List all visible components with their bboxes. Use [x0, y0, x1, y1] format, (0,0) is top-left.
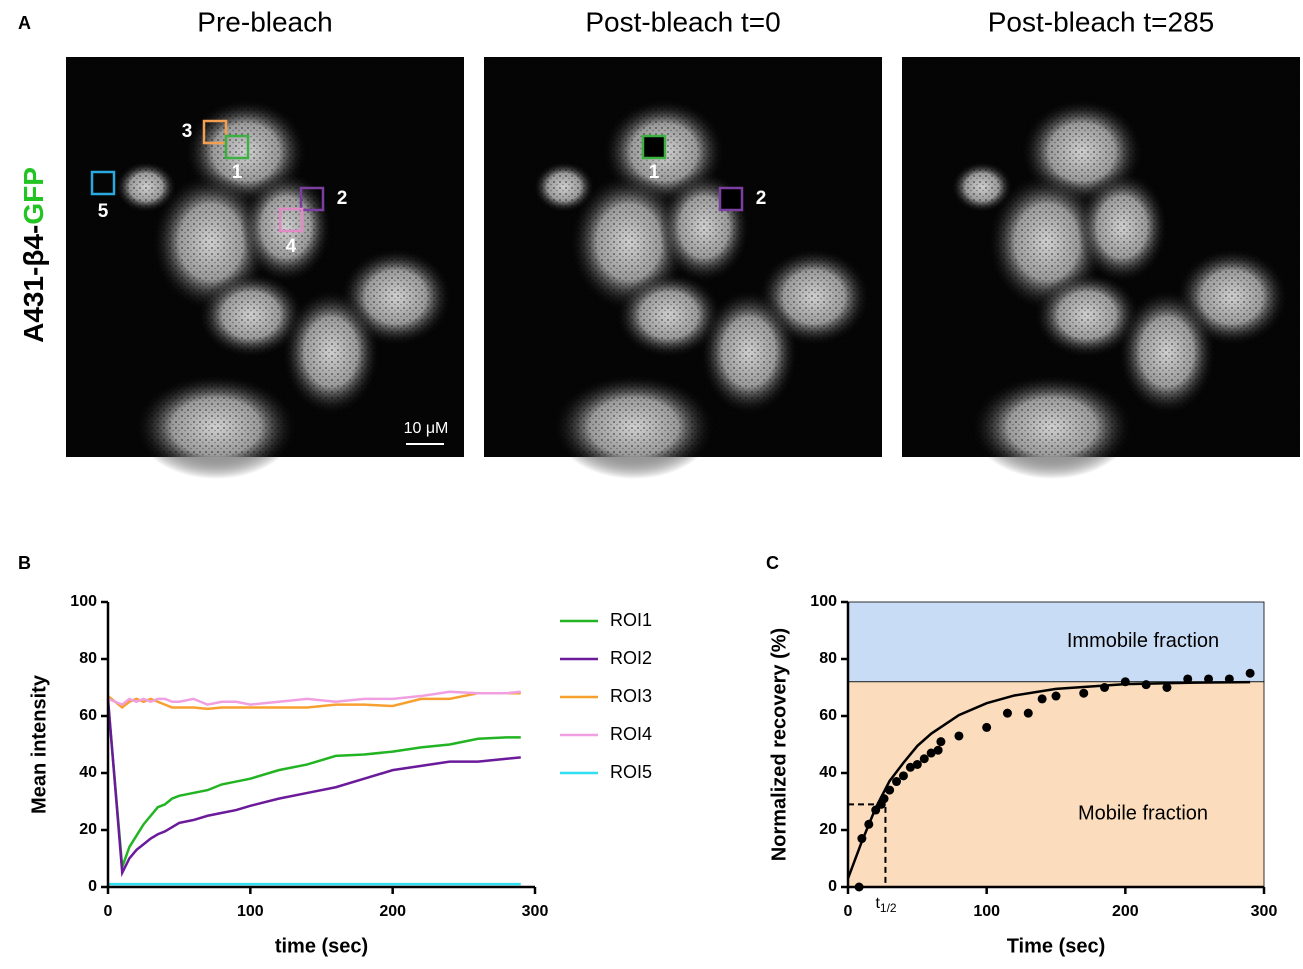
data-point	[1037, 694, 1047, 704]
data-point	[1224, 674, 1234, 684]
y-tick-label: 80	[819, 650, 837, 667]
scale-bar-label: 10 μM	[404, 420, 449, 437]
roi-box	[90, 170, 116, 196]
panel-letter: C	[766, 553, 779, 573]
x-tick-label: 200	[1112, 903, 1139, 920]
t-half-guide	[848, 803, 887, 887]
data-point	[1183, 674, 1193, 684]
x-tick-label: 100	[237, 903, 264, 920]
series-line	[107, 690, 521, 707]
y-tick-label: 100	[810, 593, 837, 610]
data-point	[871, 805, 881, 815]
roi-label: 2	[756, 188, 767, 209]
x-axis-label: Time (sec)	[1007, 935, 1106, 957]
data-point	[982, 722, 992, 732]
data-point	[936, 737, 946, 747]
roi-label: 5	[98, 201, 109, 222]
data-point	[864, 819, 874, 829]
image-title: Post-bleach t=0	[585, 6, 780, 37]
texture	[902, 57, 1300, 457]
region-label: Mobile fraction	[1078, 803, 1208, 825]
x-tick-label: 200	[379, 903, 406, 920]
data-point	[912, 759, 922, 769]
x-tick-label: 100	[973, 903, 1000, 920]
y-axis-label: Mean intensity	[28, 674, 50, 814]
roi-box	[641, 134, 667, 160]
y-tick-label: 60	[819, 707, 837, 724]
data-point	[1023, 708, 1033, 718]
texture	[66, 57, 464, 457]
data-point	[892, 777, 902, 787]
y-tick-label: 0	[828, 878, 837, 895]
texture	[484, 57, 882, 457]
data-point	[1002, 708, 1012, 718]
label-part: GFP	[18, 167, 49, 225]
roi-box	[299, 186, 325, 212]
x-tick-label: 0	[844, 903, 853, 920]
y-tick-label: 20	[819, 821, 837, 838]
t-half-sub: 1/2	[880, 901, 897, 915]
x-tick-label: 0	[104, 903, 113, 920]
legend-label: ROI4	[610, 724, 652, 744]
roi-box	[718, 186, 744, 212]
series-line	[107, 691, 521, 711]
label-part: A431-β4-	[18, 225, 49, 343]
fraction-region	[847, 601, 1265, 683]
x-axis-label: time (sec)	[275, 935, 368, 957]
legend-label: ROI3	[610, 686, 652, 706]
data-point	[954, 731, 964, 741]
roi-box	[278, 207, 304, 233]
series-line	[106, 698, 521, 878]
data-point	[1100, 683, 1110, 692]
legend-label: ROI5	[610, 762, 652, 782]
image-title: Post-bleach t=285	[988, 6, 1215, 37]
legend-label: ROI2	[610, 648, 652, 668]
image-y-label: A431-β4-GFP	[18, 167, 49, 343]
roi-label: 1	[232, 162, 243, 183]
y-tick-label: 60	[79, 707, 97, 724]
y-tick-label: 100	[70, 593, 97, 610]
data-point	[1079, 688, 1089, 698]
data-point	[885, 785, 895, 795]
panel-letter: A	[18, 13, 31, 33]
data-point	[1204, 674, 1214, 684]
data-point	[879, 794, 889, 804]
series-line	[106, 701, 521, 868]
x-tick-label: 300	[1251, 903, 1278, 920]
data-point	[926, 748, 936, 758]
region-label: Immobile fraction	[1067, 630, 1219, 652]
y-tick-label: 80	[79, 650, 97, 667]
data-point	[1120, 677, 1130, 687]
data-point	[905, 762, 915, 772]
fraction-region	[847, 681, 1265, 888]
roi-box	[202, 119, 228, 145]
data-point	[1051, 691, 1061, 701]
data-point	[857, 834, 867, 844]
y-tick-label: 40	[79, 764, 97, 781]
panel-letter: B	[18, 553, 31, 573]
data-point	[898, 771, 908, 781]
legend-label: ROI1	[610, 610, 652, 630]
roi-label: 1	[649, 162, 660, 183]
data-point	[1162, 683, 1172, 692]
y-tick-label: 0	[88, 878, 97, 895]
data-point	[933, 745, 943, 755]
x-tick-label: 300	[522, 903, 549, 920]
roi-label: 2	[337, 188, 348, 209]
t-half-base: t	[875, 895, 880, 912]
data-point	[1245, 668, 1255, 678]
y-axis-label: Normalized recovery (%)	[768, 628, 790, 861]
y-tick-label: 40	[819, 764, 837, 781]
data-point	[919, 754, 929, 764]
y-tick-label: 20	[79, 821, 97, 838]
t-half-label: t1/2	[875, 895, 896, 915]
image-title: Pre-bleach	[197, 6, 332, 37]
roi-box	[224, 134, 250, 160]
roi-label: 4	[286, 236, 297, 257]
data-point	[1141, 680, 1151, 690]
roi-label: 3	[182, 121, 193, 142]
